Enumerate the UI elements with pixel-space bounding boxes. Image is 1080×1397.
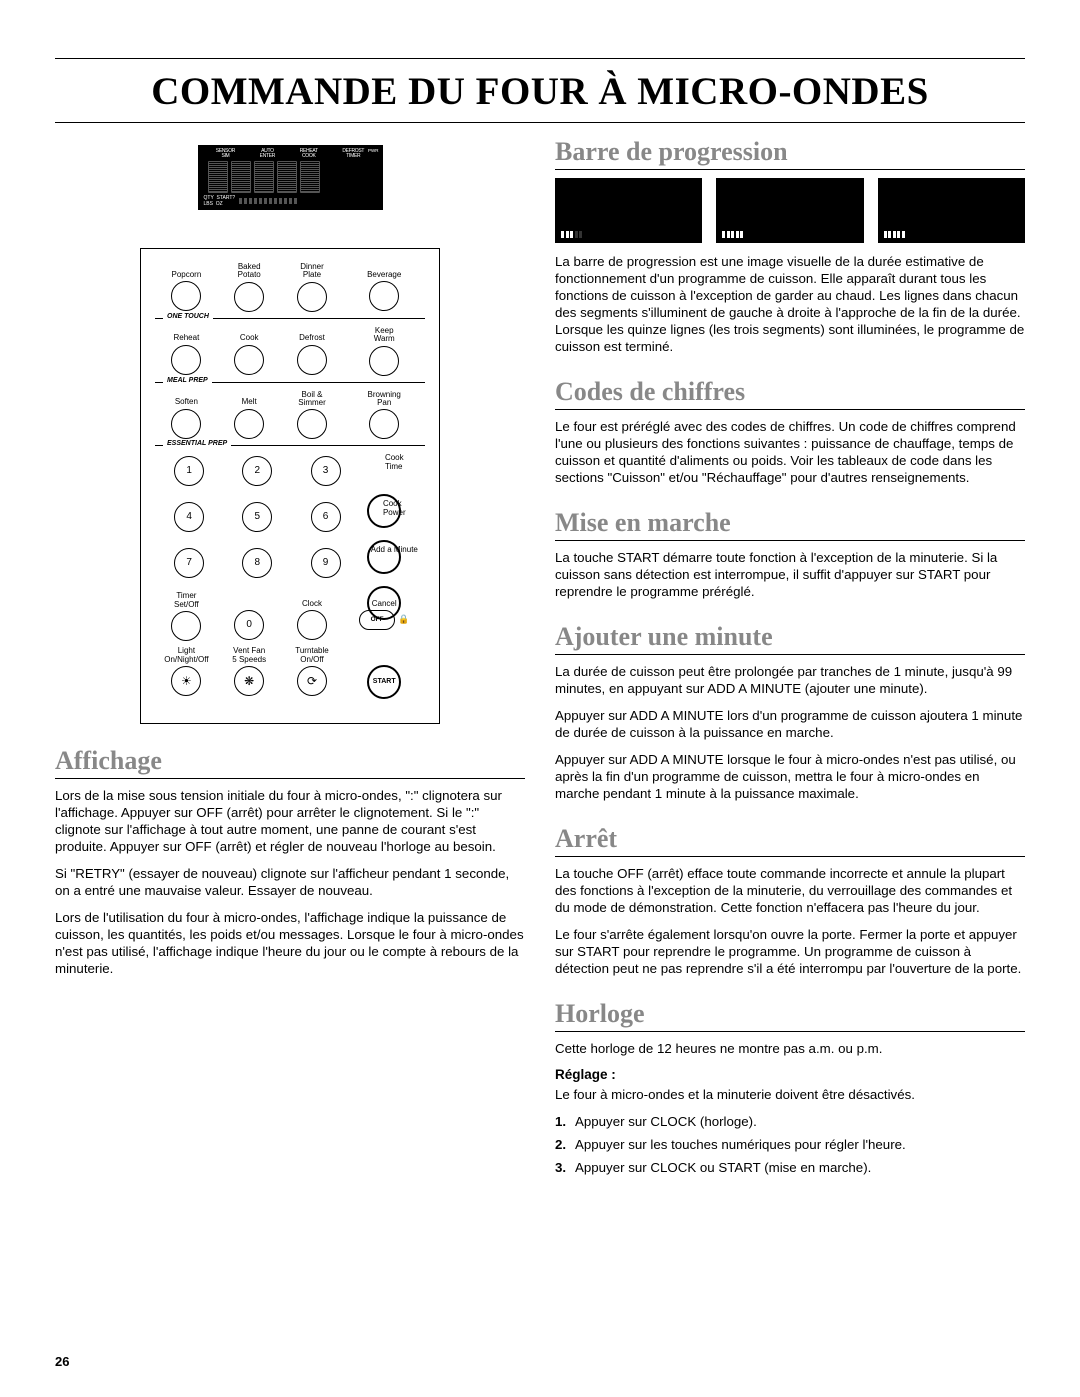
keypad: Popcorn Baked Potato Dinner Plate Bevera… bbox=[140, 248, 440, 724]
body-text: La barre de progression est une image vi… bbox=[555, 253, 1025, 355]
body-text: Si "RETRY" (essayer de nouveau) clignote… bbox=[55, 865, 525, 899]
codes-chiffres-heading: Codes de chiffres bbox=[555, 377, 1025, 407]
body-text: Appuyer sur ADD A MINUTE lorsque le four… bbox=[555, 751, 1025, 802]
body-text: La durée de cuisson peut être prolongée … bbox=[555, 663, 1025, 697]
body-text: Le four est préréglé avec des codes de c… bbox=[555, 418, 1025, 486]
body-text: Lors de l'utilisation du four à micro-on… bbox=[55, 909, 525, 977]
body-text: La touche OFF (arrêt) efface toute comma… bbox=[555, 865, 1025, 916]
arret-heading: Arrêt bbox=[555, 824, 1025, 854]
page-title: COMMANDE DU FOUR À MICRO-ONDES bbox=[55, 69, 1025, 114]
ajouter-minute-heading: Ajouter une minute bbox=[555, 622, 1025, 652]
body-text: Lors de la mise sous tension initiale du… bbox=[55, 787, 525, 855]
barre-progression-heading: Barre de progression bbox=[555, 137, 1025, 167]
reglage-subheading: Réglage : bbox=[555, 1067, 1025, 1082]
affichage-heading: Affichage bbox=[55, 746, 525, 776]
body-text: Appuyer sur ADD A MINUTE lors d'un progr… bbox=[555, 707, 1025, 741]
body-text: Le four à micro-ondes et la minuterie do… bbox=[555, 1086, 1025, 1103]
mise-en-marche-heading: Mise en marche bbox=[555, 508, 1025, 538]
body-text: Le four s'arrête également lorsqu'on ouv… bbox=[555, 926, 1025, 977]
body-text: La touche START démarre toute fonction à… bbox=[555, 549, 1025, 600]
reglage-steps: 1.Appuyer sur CLOCK (horloge). 2.Appuyer… bbox=[555, 1113, 1025, 1176]
body-text: Cette horloge de 12 heures ne montre pas… bbox=[555, 1040, 1025, 1057]
lcd-display: SENSOR SIM AUTO ENTER REHEAT COOK DEFROS… bbox=[198, 145, 383, 210]
page-number: 26 bbox=[55, 1354, 69, 1369]
horloge-heading: Horloge bbox=[555, 999, 1025, 1029]
control-panel-diagram: SENSOR SIM AUTO ENTER REHEAT COOK DEFROS… bbox=[55, 145, 525, 724]
progress-bar-figure bbox=[555, 178, 1025, 243]
